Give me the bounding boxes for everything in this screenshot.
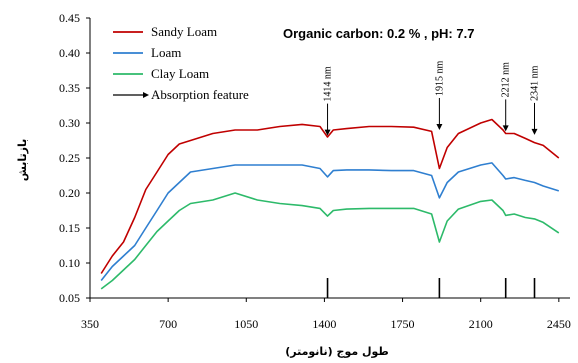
absorption-arrow-head: [436, 124, 443, 130]
x-tick-label: 2100: [469, 317, 493, 331]
y-tick-label: 0.35: [59, 81, 80, 95]
y-tick-label: 0.45: [59, 11, 80, 25]
absorption-feature-marks: [326, 278, 536, 298]
legend-arrow-head: [143, 92, 149, 98]
x-tick-label: 1750: [391, 317, 415, 331]
x-axis-title: طول موج (نانومتر): [285, 345, 389, 359]
absorption-feature-label: 2341 nm: [530, 65, 541, 101]
absorption-feature-label: 1915 nm: [434, 61, 445, 97]
legend-label-sandy-loam: Sandy Loam: [151, 24, 217, 39]
x-tick-label: 2450: [547, 317, 571, 331]
legend-label-absorption-feature: Absorption feature: [151, 87, 249, 102]
absorption-feature-label: 2212 nm: [501, 62, 512, 98]
x-tick-label: 1400: [312, 317, 336, 331]
y-tick-label: 0.15: [59, 221, 80, 235]
legend: Sandy Loam Loam Clay Loam Absorption featur…: [113, 24, 249, 102]
x-tick-label: 1050: [234, 317, 258, 331]
absorption-arrow-head: [531, 128, 538, 135]
x-tick-label: 700: [159, 317, 177, 331]
series-line-sandy-loam: [100, 118, 560, 274]
y-tick-label: 0.30: [59, 116, 80, 130]
legend-label-loam: Loam: [151, 45, 181, 60]
absorption-feature-label: 1414 nm: [323, 66, 334, 102]
annotation-title: Organic carbon: 0.2 % , pH: 7.7: [283, 26, 474, 41]
absorption-arrow-head: [502, 125, 509, 132]
y-ticks: 0.05 0.10 0.15 0.20 0.25 0.30 0.35 0.40 0.45: [59, 11, 90, 305]
x-ticks: 350 700 1050 1400 1750 2100 2450: [81, 298, 571, 331]
legend-label-clay-loam: Clay Loam: [151, 66, 209, 81]
series-line-clay-loam: [100, 192, 560, 290]
absorption-feature-arrows: 1414 nm 1915 nm 2212 nm 2341 nm: [323, 61, 541, 136]
y-axis-title: بازتابش: [16, 139, 29, 182]
x-tick-label: 350: [81, 317, 99, 331]
y-tick-label: 0.25: [59, 151, 80, 165]
y-tick-label: 0.40: [59, 46, 80, 60]
y-tick-label: 0.10: [59, 256, 80, 270]
y-tick-label: 0.20: [59, 186, 80, 200]
series-line-loam: [100, 162, 560, 281]
absorption-arrow-head: [324, 129, 331, 136]
y-tick-label: 0.05: [59, 291, 80, 305]
series-lines: [100, 118, 560, 290]
